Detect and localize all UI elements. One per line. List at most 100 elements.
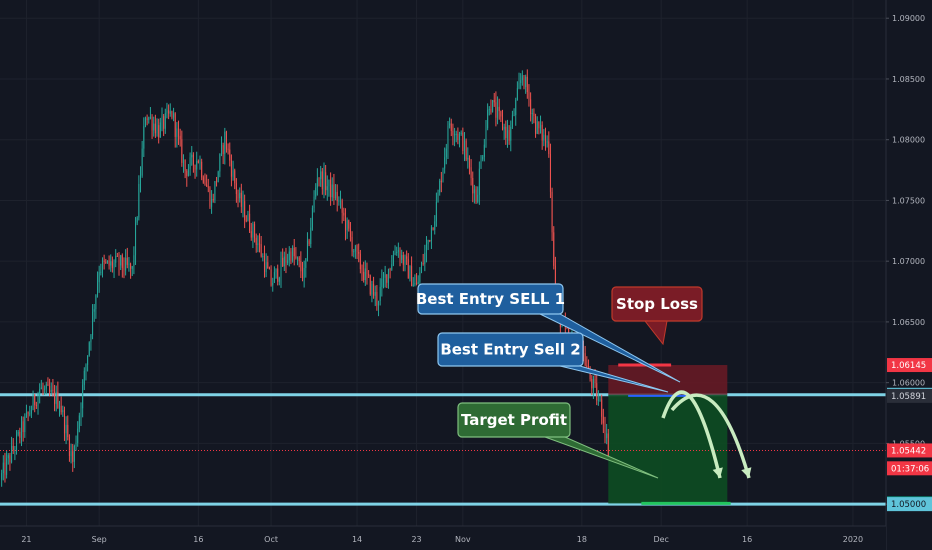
time-tick-label: Nov: [455, 535, 471, 544]
candle-body: [189, 157, 191, 169]
candle-body: [245, 220, 247, 222]
support-resistance-lines[interactable]: [0, 393, 886, 506]
candle-body: [141, 148, 143, 176]
candle-body: [182, 159, 184, 163]
candlestick-series: [1, 69, 609, 487]
callout-box[interactable]: [457, 402, 571, 438]
candle-body: [113, 262, 115, 268]
candle-body: [90, 335, 92, 343]
time-tick-label: 21: [21, 535, 31, 544]
candle-body: [240, 192, 242, 207]
candle-body: [330, 179, 332, 198]
candle-body: [273, 272, 275, 283]
candle-body: [318, 178, 320, 180]
callout-stop-loss[interactable]: Stop Loss: [611, 286, 703, 346]
candle-body: [181, 139, 183, 163]
candle-body: [196, 161, 198, 170]
projection-arrow-2[interactable]: [670, 393, 751, 479]
candle-body: [19, 431, 21, 438]
candle-body: [549, 153, 551, 192]
price-tag-label: 1.06145: [891, 361, 926, 371]
reward-zone[interactable]: [608, 394, 728, 504]
candle-body: [379, 286, 381, 301]
candle-body: [234, 170, 236, 184]
projection-arrows[interactable]: [661, 390, 752, 479]
candle-body: [35, 404, 37, 406]
candle-body: [530, 99, 532, 115]
candle-body: [490, 109, 492, 113]
candle-body: [110, 261, 112, 266]
candle-body: [589, 368, 591, 380]
candle-body: [166, 110, 168, 114]
candle-body: [505, 126, 507, 139]
candle-body: [75, 442, 77, 446]
price-tag-label: 1.05000: [891, 500, 926, 510]
candle-body: [356, 245, 358, 252]
candle-body: [521, 75, 523, 81]
candle-body: [320, 171, 322, 180]
candle-body: [535, 116, 537, 134]
candle-body: [392, 255, 394, 265]
candle-body: [601, 399, 603, 417]
callout-box[interactable]: [437, 332, 584, 367]
candle-body: [247, 213, 249, 221]
candle-body: [25, 412, 27, 417]
candle-body: [546, 141, 548, 143]
candle-body: [437, 192, 439, 202]
candle-body: [348, 220, 350, 229]
candle-body: [93, 309, 95, 312]
callout-entry-1[interactable]: Best Entry SELL 1: [416, 283, 681, 383]
candle-body: [171, 111, 173, 118]
callout-label: Best Entry Sell 2: [440, 341, 580, 359]
candle-body: [381, 278, 383, 287]
candle-body: [40, 387, 42, 390]
candle-body: [163, 116, 165, 129]
callouts[interactable]: Stop Loss Best Entry SELL 1 Best Entry Sel…: [416, 283, 703, 479]
candle-body: [45, 383, 47, 389]
candle-body: [178, 128, 180, 136]
candle-body: [417, 281, 419, 285]
callout-entry-2[interactable]: Best Entry Sell 2: [437, 332, 669, 393]
candle-body: [427, 240, 429, 245]
candle-body: [452, 130, 454, 136]
time-axis-background[interactable]: [0, 526, 886, 550]
time-tick-label: 14: [352, 535, 362, 544]
candle-body: [402, 255, 404, 265]
callout-box[interactable]: [417, 283, 564, 315]
projection-arrow-2-head[interactable]: [741, 467, 752, 478]
candle-body: [292, 247, 294, 261]
candle-body: [216, 181, 218, 183]
candle-body: [513, 115, 515, 117]
candle-body: [478, 168, 480, 195]
candle-body: [308, 240, 310, 244]
candle-body: [382, 277, 384, 279]
candle-body: [425, 244, 427, 253]
candle-body: [306, 240, 308, 259]
candle-body: [298, 257, 300, 262]
candle-body: [487, 109, 489, 129]
short-position-tool[interactable]: [608, 363, 731, 505]
callout-box[interactable]: [611, 286, 703, 322]
candle-body: [285, 256, 287, 264]
candle-body: [227, 148, 229, 150]
candle-body: [29, 413, 31, 415]
candle-body: [540, 124, 542, 129]
candle-body: [326, 186, 328, 191]
candle-body: [232, 170, 234, 177]
candle-body: [2, 462, 4, 474]
candle-body: [386, 274, 388, 283]
candle-body: [472, 178, 474, 194]
candle-body: [88, 342, 90, 356]
candle-body: [222, 145, 224, 154]
candle-body: [138, 183, 140, 218]
candle-body: [192, 154, 194, 165]
candle-body: [153, 123, 155, 131]
candle-body: [421, 263, 423, 273]
candle-body: [325, 172, 327, 191]
price-axis-background[interactable]: [886, 0, 932, 550]
candle-body: [460, 132, 462, 134]
projection-arrow-1-head[interactable]: [712, 467, 723, 478]
callout-target-profit[interactable]: Target Profit: [457, 402, 659, 479]
candle-body: [254, 223, 256, 238]
